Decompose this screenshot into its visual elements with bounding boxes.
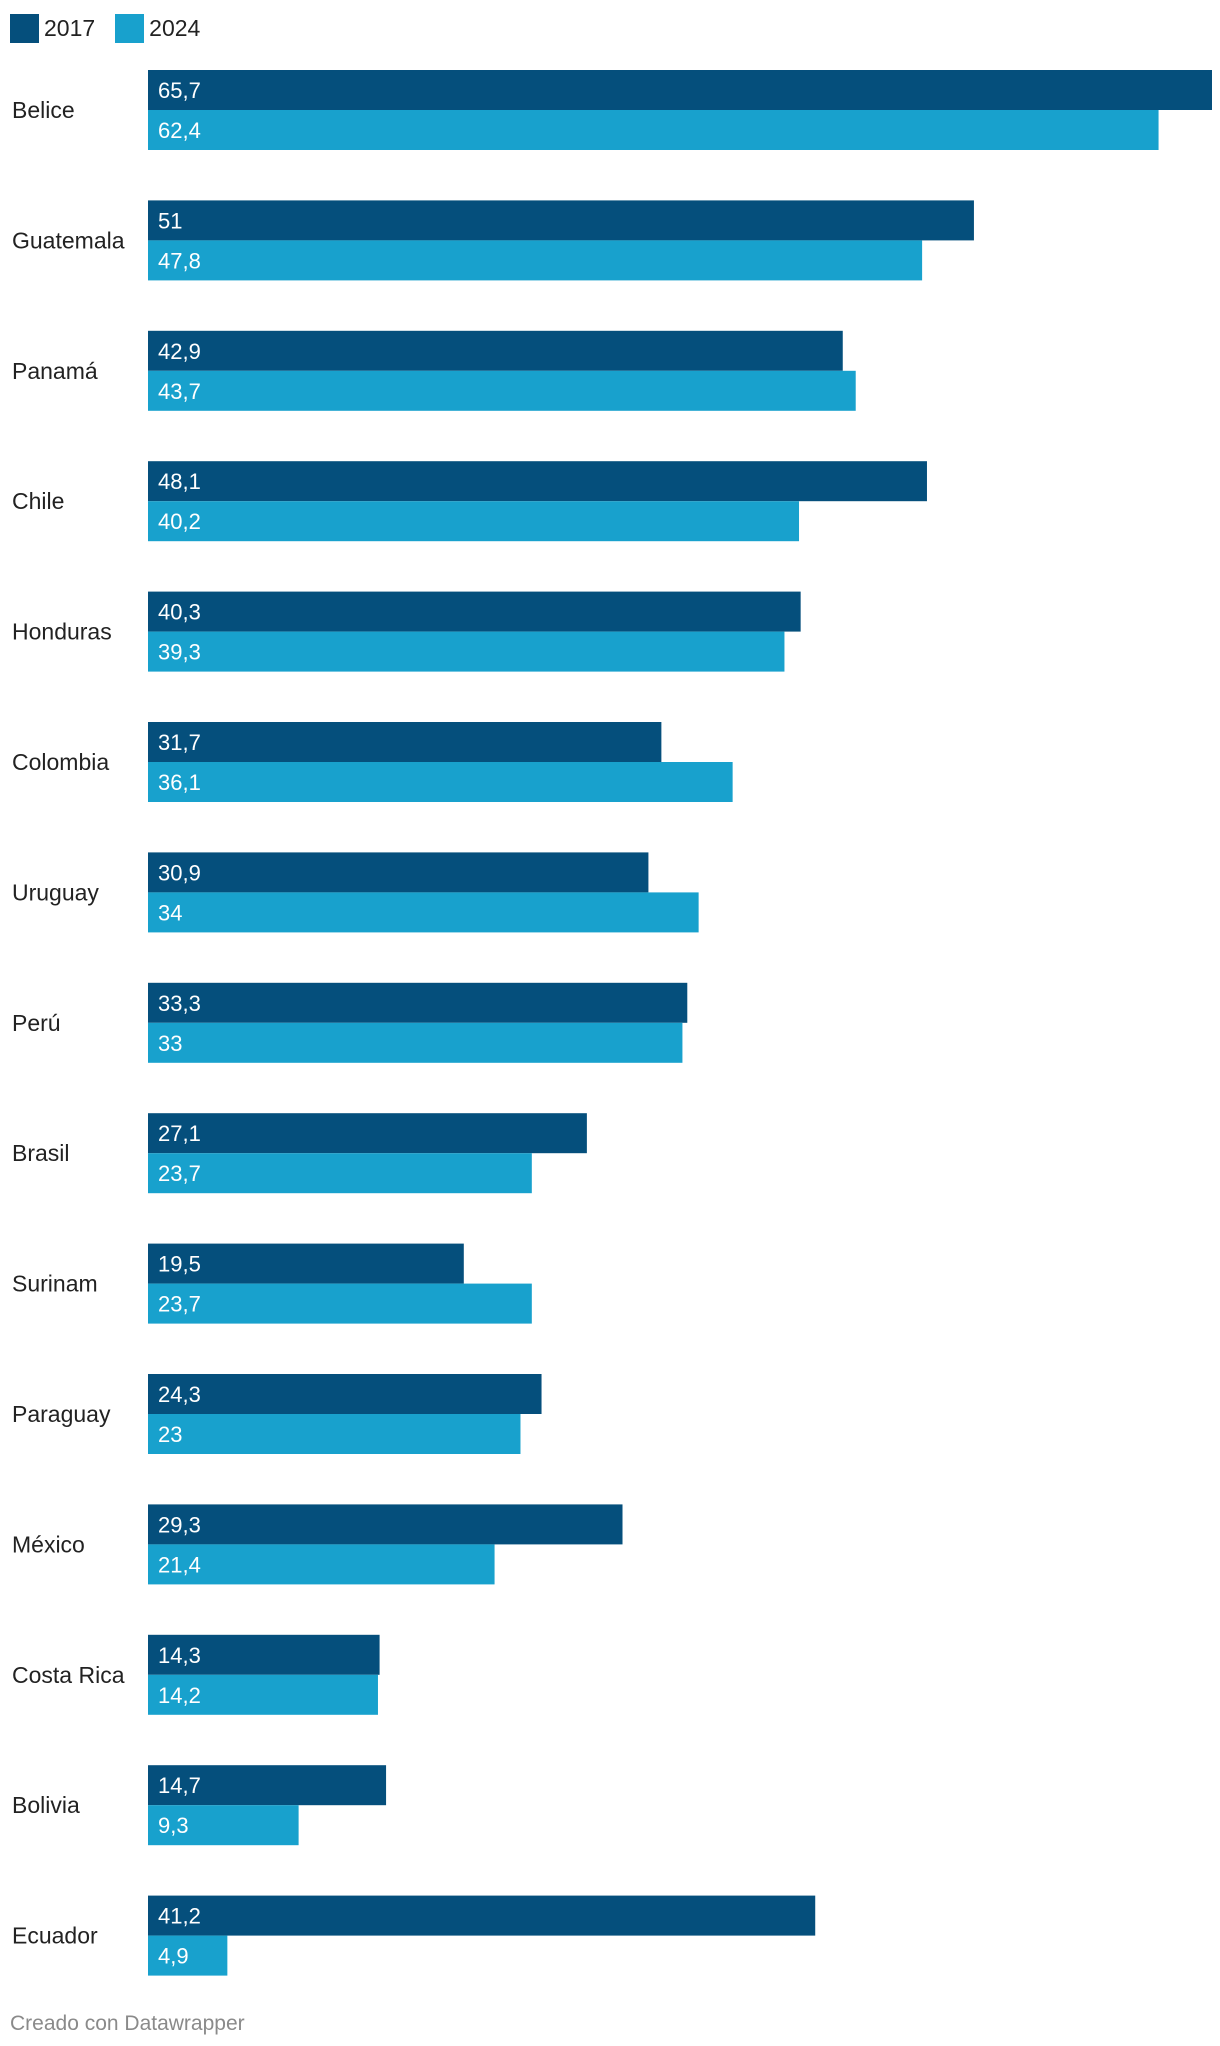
data-label-2024: 4,9 xyxy=(158,1944,189,1969)
bar-group-paraguay: Paraguay 24,3 23 xyxy=(12,1374,542,1454)
bar-2024 xyxy=(148,892,699,933)
data-label-2024: 23 xyxy=(158,1422,182,1447)
legend-label-2017: 2017 xyxy=(44,15,96,41)
category-label: Colombia xyxy=(12,749,109,775)
category-label: Belice xyxy=(12,97,75,123)
bar-2017 xyxy=(148,722,662,762)
bar-2024 xyxy=(148,370,856,411)
bar-2024 xyxy=(148,1022,683,1063)
data-label-2024: 39,3 xyxy=(158,640,201,665)
legend-item-2017: 2017 xyxy=(10,14,95,43)
data-label-2017: 19,5 xyxy=(158,1252,201,1277)
bar-2024 xyxy=(148,1935,228,1976)
bar-2024 xyxy=(148,501,800,542)
bar-2017 xyxy=(148,852,649,893)
footer-credit: Creado con Datawrapper xyxy=(10,2012,245,2035)
legend-label-2024: 2024 xyxy=(149,15,201,41)
data-label-2024: 43,7 xyxy=(158,379,201,404)
category-label: Perú xyxy=(12,1010,61,1036)
data-label-2024: 34 xyxy=(158,900,182,925)
data-label-2024: 47,8 xyxy=(158,248,201,273)
legend: 2017 2024 xyxy=(10,14,220,43)
bar-group-belice: Belice 65,7 62,4 xyxy=(12,70,1212,150)
category-label: Uruguay xyxy=(12,879,99,905)
legend-item-2024: 2024 xyxy=(115,14,200,43)
bar-2017 xyxy=(148,982,688,1023)
category-label: Guatemala xyxy=(12,227,125,253)
category-label: Brasil xyxy=(12,1140,70,1166)
bar-2024 xyxy=(148,1674,378,1715)
data-label-2017: 41,2 xyxy=(158,1904,201,1929)
data-label-2024: 23,7 xyxy=(158,1161,201,1186)
data-label-2024: 9,3 xyxy=(158,1813,189,1838)
category-label: Costa Rica xyxy=(12,1662,125,1688)
bar-2024 xyxy=(148,240,923,281)
data-label-2017: 24,3 xyxy=(158,1382,201,1407)
data-label-2017: 14,7 xyxy=(158,1773,201,1798)
bar-group-chile: Chile 48,1 40,2 xyxy=(12,461,927,542)
bar-2024 xyxy=(148,110,1159,150)
bar-group-costa-rica: Costa Rica 14,3 14,2 xyxy=(12,1634,380,1715)
data-label-2024: 14,2 xyxy=(158,1683,201,1708)
data-label-2024: 62,4 xyxy=(158,118,201,143)
data-label-2017: 65,7 xyxy=(158,78,201,103)
category-label: Paraguay xyxy=(12,1401,111,1427)
category-label: Chile xyxy=(12,488,64,514)
bar-group-colombia: Colombia 31,7 36,1 xyxy=(12,722,733,802)
category-label: Honduras xyxy=(12,619,112,645)
bar-group-mexico: México 29,3 21,4 xyxy=(12,1504,623,1585)
bar-2017 xyxy=(148,1765,387,1806)
category-label: México xyxy=(12,1531,85,1557)
data-label-2017: 51 xyxy=(158,208,182,233)
bar-group-panama: Panamá 42,9 43,7 xyxy=(12,330,856,411)
data-label-2017: 40,3 xyxy=(158,600,201,625)
bar-2024 xyxy=(148,1544,495,1585)
bar-group-peru: Perú 33,3 33 xyxy=(12,982,688,1063)
bar-group-guatemala: Guatemala 51 47,8 xyxy=(12,200,974,281)
bar-2017 xyxy=(148,1113,587,1154)
bar-group-honduras: Honduras 40,3 39,3 xyxy=(12,591,801,672)
data-label-2017: 33,3 xyxy=(158,991,201,1016)
bar-2024 xyxy=(148,1153,532,1194)
bar-2017 xyxy=(148,330,843,371)
bar-2017 xyxy=(148,1374,542,1414)
bar-2017 xyxy=(148,1243,464,1284)
bar-group-uruguay: Uruguay 30,9 34 xyxy=(12,852,699,933)
data-label-2024: 21,4 xyxy=(158,1552,201,1577)
category-label: Ecuador xyxy=(12,1923,98,1949)
bar-group-brasil: Brasil 27,1 23,7 xyxy=(12,1113,587,1194)
data-label-2017: 48,1 xyxy=(158,469,201,494)
bar-2017 xyxy=(148,461,927,502)
data-label-2024: 23,7 xyxy=(158,1292,201,1317)
data-label-2017: 30,9 xyxy=(158,860,201,885)
bar-2017 xyxy=(148,1895,816,1936)
bar-2017 xyxy=(148,200,974,241)
bar-2024 xyxy=(148,1283,532,1324)
data-label-2017: 27,1 xyxy=(158,1121,201,1146)
data-label-2017: 42,9 xyxy=(158,339,201,364)
category-label: Panamá xyxy=(12,358,98,384)
bar-2024 xyxy=(148,631,785,672)
bar-2017 xyxy=(148,591,801,632)
bar-group-ecuador: Ecuador 41,2 4,9 xyxy=(12,1895,816,1976)
legend-swatch-2017 xyxy=(10,14,39,43)
bar-2024 xyxy=(148,1805,299,1846)
data-label-2017: 14,3 xyxy=(158,1643,201,1668)
bar-2024 xyxy=(148,762,733,802)
category-label: Surinam xyxy=(12,1271,98,1297)
data-label-2024: 36,1 xyxy=(158,770,201,795)
bar-2024 xyxy=(148,1414,521,1454)
data-label-2024: 40,2 xyxy=(158,509,201,534)
data-label-2017: 31,7 xyxy=(158,730,201,755)
bar-2017 xyxy=(148,70,1212,110)
bar-group-bolivia: Bolivia 14,7 9,3 xyxy=(12,1765,387,1846)
legend-swatch-2024 xyxy=(115,14,145,43)
category-label: Bolivia xyxy=(12,1792,80,1818)
data-label-2017: 29,3 xyxy=(158,1512,201,1537)
data-label-2024: 33 xyxy=(158,1031,182,1056)
bar-group-surinam: Surinam 19,5 23,7 xyxy=(12,1243,532,1324)
bar-2017 xyxy=(148,1504,623,1545)
bar-2017 xyxy=(148,1634,380,1675)
